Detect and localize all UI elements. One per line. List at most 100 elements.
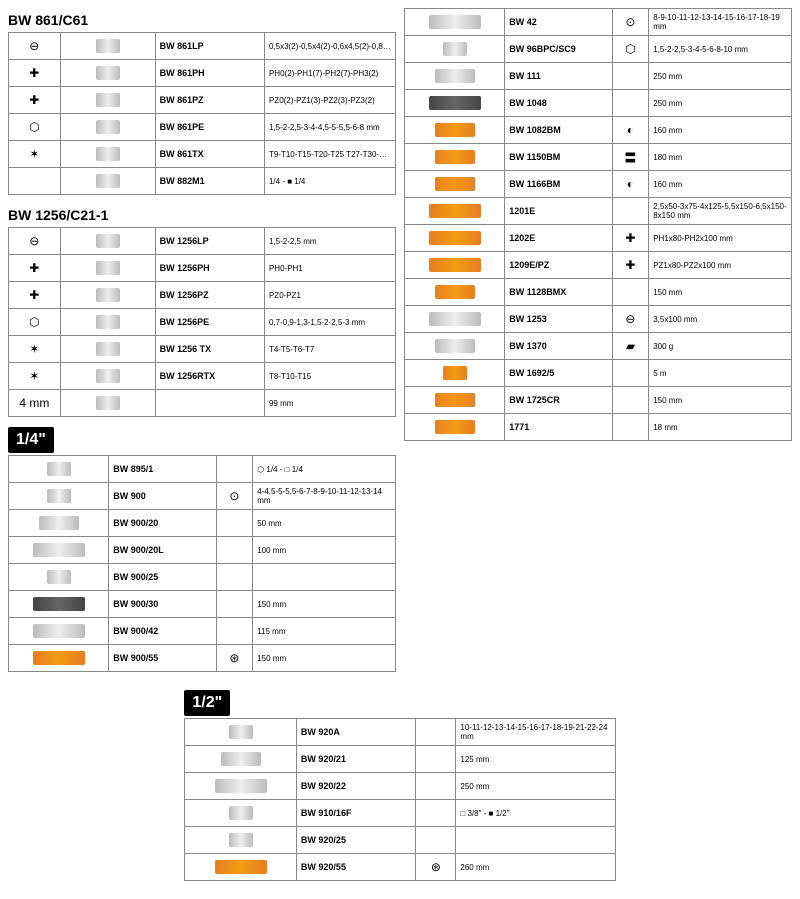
part-symbol: ⊙: [216, 483, 253, 510]
part-image: [60, 363, 155, 390]
part-code: BW 882M1: [155, 168, 264, 195]
part-spec: 0,7-0,9-1,3-1,5-2-2,5-3 mm: [264, 309, 395, 336]
part-spec: 99 mm: [264, 390, 395, 417]
part-code: BW 861PH: [155, 60, 264, 87]
part-spec: PZ0-PZ1: [264, 282, 395, 309]
tip-icon: ✶: [9, 336, 61, 363]
table-row: 1201E 2,5x50-3x75-4x125-5,5x150-6,5x150-…: [405, 198, 792, 225]
part-symbol: ⊖: [612, 306, 649, 333]
part-symbol: ✚: [612, 252, 649, 279]
part-spec: 180 mm: [649, 144, 792, 171]
bits-1256-block: BW 1256/C21-1 ⊖ BW 1256LP 1,5-2-2,5 mm ✚…: [8, 205, 396, 417]
part-symbol: ◐: [612, 117, 649, 144]
table-row: BW 900/42 115 mm: [9, 618, 396, 645]
part-image: [405, 117, 505, 144]
quarter-badge: 1/4": [8, 427, 54, 453]
part-image: [405, 36, 505, 63]
part-symbol: [416, 827, 456, 854]
part-code: BW 1256 TX: [155, 336, 264, 363]
bits-1256-table: ⊖ BW 1256LP 1,5-2-2,5 mm ✚ BW 1256PH PH0…: [8, 227, 396, 417]
part-image: [405, 252, 505, 279]
part-spec: ⬡ 1/4 - □ 1/4: [253, 456, 396, 483]
part-spec: 1,5-2-2,5-3-4-4,5-5-5,5-6-8 mm: [264, 114, 395, 141]
table-row: ✶ BW 1256 TX T4-T5-T6-T7: [9, 336, 396, 363]
part-spec: PH0(2)-PH1(7)-PH2(7)-PH3(2): [264, 60, 395, 87]
tip-icon: ✚: [9, 282, 61, 309]
part-code: 1202E: [505, 225, 612, 252]
part-image: [405, 225, 505, 252]
part-spec: [253, 564, 396, 591]
part-image: [185, 854, 297, 881]
table-row: ⊖ BW 1256LP 1,5-2-2,5 mm: [9, 228, 396, 255]
part-symbol: [216, 510, 253, 537]
bits-1256-title: BW 1256/C21-1: [8, 205, 396, 225]
part-spec: 18 mm: [649, 414, 792, 441]
part-spec: T8-T10-T15: [264, 363, 395, 390]
part-code: BW 920/55: [296, 854, 415, 881]
part-symbol: ▰: [612, 333, 649, 360]
table-row: BW 882M1 1/4 - ■ 1/4: [9, 168, 396, 195]
part-code: BW 920/22: [296, 773, 415, 800]
part-spec: 1,5-2-2,5-3-4-5-6-8-10 mm: [649, 36, 792, 63]
tip-icon: ⬡: [9, 114, 61, 141]
table-row: BW 1692/5 5 m: [405, 360, 792, 387]
part-symbol: [612, 279, 649, 306]
part-spec: 160 mm: [649, 171, 792, 198]
part-spec: 10-11-12-13-14-15-16-17-18-19-21-22-24 m…: [456, 719, 615, 746]
part-image: [60, 255, 155, 282]
table-row: BW 895/1 ⬡ 1/4 - □ 1/4: [9, 456, 396, 483]
part-code: BW 1166BM: [505, 171, 612, 198]
table-row: BW 900/55 ⊛ 150 mm: [9, 645, 396, 672]
part-symbol: [612, 360, 649, 387]
part-code: BW 900/30: [109, 591, 216, 618]
part-image: [405, 414, 505, 441]
part-spec: PZ0(2)-PZ1(3)-PZ2(3)-PZ3(2): [264, 87, 395, 114]
part-spec: □ 3/8" - ■ 1/2": [456, 800, 615, 827]
part-code: BW 895/1: [109, 456, 216, 483]
part-spec: 4-4,5-5-5,5-6-7-8-9-10-11-12-13-14 mm: [253, 483, 396, 510]
quarter-table: BW 895/1 ⬡ 1/4 - □ 1/4 BW 900 ⊙ 4-4,5-5-…: [8, 455, 396, 672]
part-spec: 100 mm: [253, 537, 396, 564]
table-row: ⬡ BW 861PE 1,5-2-2,5-3-4-4,5-5-5,5-6-8 m…: [9, 114, 396, 141]
part-symbol: ◐: [612, 171, 649, 198]
part-code: 1209E/PZ: [505, 252, 612, 279]
half-badge: 1/2": [184, 690, 230, 716]
part-code: BW 920A: [296, 719, 415, 746]
tip-icon: ✶: [9, 363, 61, 390]
part-image: [9, 618, 109, 645]
part-symbol: [416, 800, 456, 827]
part-code: BW 1150BM: [505, 144, 612, 171]
table-row: BW 1128BMX 150 mm: [405, 279, 792, 306]
part-spec: PZ1x80-PZ2x100 mm: [649, 252, 792, 279]
table-row: BW 1166BM ◐ 160 mm: [405, 171, 792, 198]
table-row: ✚ BW 1256PH PH0-PH1: [9, 255, 396, 282]
part-symbol: [612, 414, 649, 441]
part-image: [9, 483, 109, 510]
part-code: BW 900/25: [109, 564, 216, 591]
part-code: BW 1128BMX: [505, 279, 612, 306]
tip-icon: 4 mm: [9, 390, 61, 417]
part-code: BW 1692/5: [505, 360, 612, 387]
part-image: [60, 282, 155, 309]
part-symbol: [216, 618, 253, 645]
part-symbol: [416, 746, 456, 773]
table-row: BW 1370 ▰ 300 g: [405, 333, 792, 360]
part-image: [60, 168, 155, 195]
table-row: BW 900 ⊙ 4-4,5-5-5,5-6-7-8-9-10-11-12-13…: [9, 483, 396, 510]
part-spec: 50 mm: [253, 510, 396, 537]
part-spec: 3,5x100 mm: [649, 306, 792, 333]
part-code: BW 1256LP: [155, 228, 264, 255]
part-symbol: ⬡: [612, 36, 649, 63]
part-code: BW 920/25: [296, 827, 415, 854]
table-row: ✚ BW 1256PZ PZ0-PZ1: [9, 282, 396, 309]
part-code: BW 1370: [505, 333, 612, 360]
part-code: BW 42: [505, 9, 612, 36]
part-spec: PH1x80-PH2x100 mm: [649, 225, 792, 252]
part-code: BW 861LP: [155, 33, 264, 60]
table-row: ⊖ BW 861LP 0,5x3(2)-0,5x4(2)-0,6x4,5(2)-…: [9, 33, 396, 60]
part-code: BW 111: [505, 63, 612, 90]
part-spec: 150 mm: [253, 591, 396, 618]
part-symbol: [416, 773, 456, 800]
part-code: [155, 390, 264, 417]
part-image: [185, 773, 297, 800]
